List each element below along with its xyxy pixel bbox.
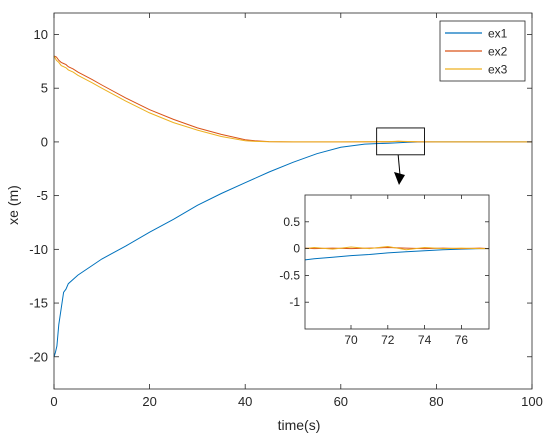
inset-y-tick-label: -1 <box>289 295 300 309</box>
y-tick-label: -15 <box>29 296 48 311</box>
inset-y-tick-label: 0.5 <box>283 215 300 229</box>
inset-frame <box>304 194 490 330</box>
x-axis-label: time(s) <box>278 417 321 433</box>
legend-label-ex3: ex3 <box>488 63 508 77</box>
inset-y-tick-label: 0 <box>293 242 300 256</box>
y-axis-label: xe (m) <box>5 185 21 225</box>
zoom-arrow-head <box>394 172 405 185</box>
inset-series-group <box>304 245 490 261</box>
inset-x-tick-label: 76 <box>455 333 469 347</box>
zoom-arrow-line <box>397 154 401 176</box>
inset-series-line-ex3 <box>304 245 489 251</box>
plot-frame <box>53 12 533 390</box>
inset-plot-area <box>305 195 489 329</box>
y-tick-label: 5 <box>41 81 48 96</box>
inset-axes: 70 72 74 76 -1 -0.5 0 0.5 <box>279 194 490 347</box>
x-tick-label: 40 <box>238 394 252 409</box>
x-tick-label: 0 <box>50 394 57 409</box>
y-tick-label: -10 <box>29 242 48 257</box>
y-tick-label: 10 <box>34 27 48 42</box>
y-tick-label: -5 <box>36 188 48 203</box>
series-group <box>53 55 532 357</box>
y-tick-label: -20 <box>29 349 48 364</box>
x-tick-label: 100 <box>521 394 543 409</box>
series-line-ex1 <box>53 141 532 357</box>
legend: ex1 ex2 ex3 <box>439 20 526 82</box>
inset-x-tick-label: 74 <box>418 333 432 347</box>
x-tick-label: 80 <box>429 394 443 409</box>
inset-y-tick-label: -0.5 <box>279 268 300 282</box>
x-tick-label: 20 <box>142 394 156 409</box>
legend-label-ex2: ex2 <box>488 45 508 59</box>
series-line-ex3 <box>53 55 532 143</box>
y-tick-label: 0 <box>41 134 48 149</box>
zoom-box <box>376 127 425 156</box>
inset-x-tick-label: 70 <box>344 333 358 347</box>
inset-x-tick-label: 72 <box>381 333 395 347</box>
legend-label-ex1: ex1 <box>488 27 508 41</box>
x-tick-label: 60 <box>334 394 348 409</box>
